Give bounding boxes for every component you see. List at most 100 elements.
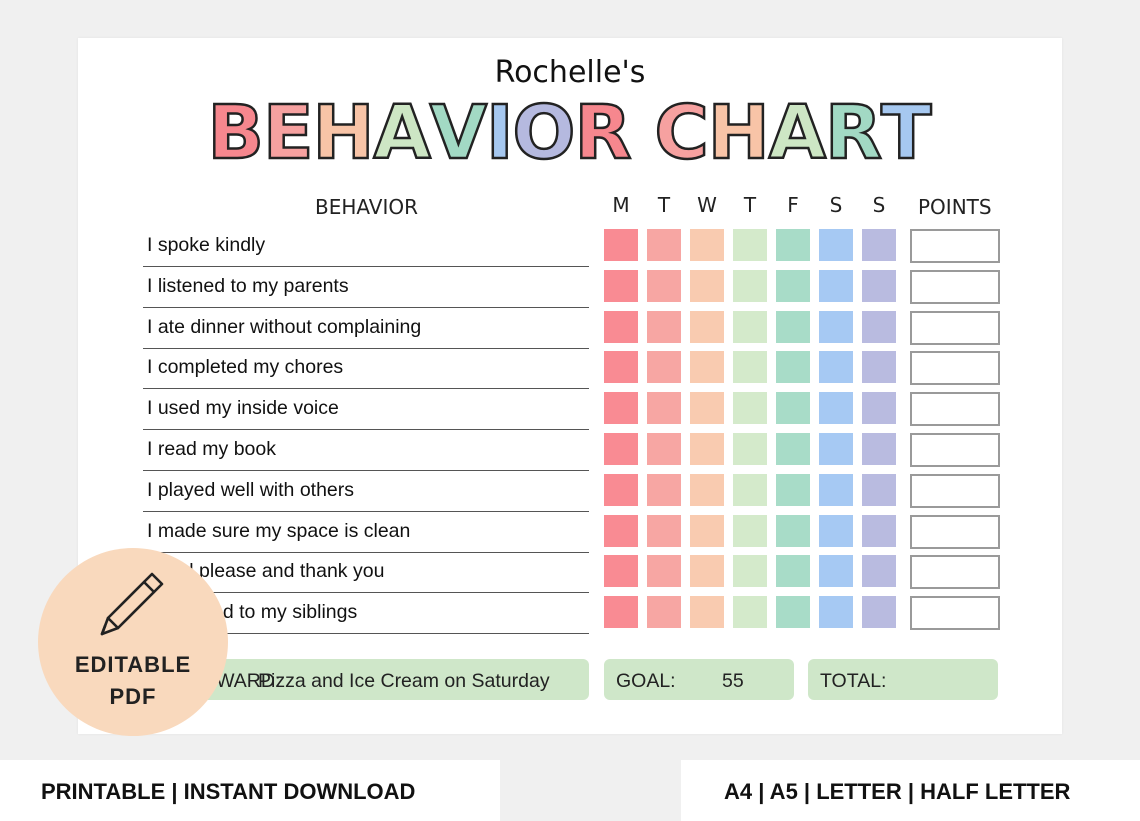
total-field[interactable]: TOTAL: [808, 659, 998, 700]
day-checkbox[interactable] [604, 269, 638, 302]
editable-pdf-badge: EDITABLE PDF [38, 548, 228, 736]
day-checkbox[interactable] [604, 596, 638, 629]
day-checkbox[interactable] [819, 229, 853, 261]
day-checkbox[interactable] [604, 392, 638, 425]
day-checkbox[interactable] [604, 514, 638, 547]
day-checkbox[interactable] [647, 269, 681, 302]
day-checkbox[interactable] [776, 473, 810, 506]
day-checkbox[interactable] [690, 310, 724, 343]
day-checkbox[interactable] [604, 433, 638, 465]
day-checkbox[interactable] [819, 514, 853, 547]
day-checkbox[interactable] [819, 473, 853, 506]
day-checkbox[interactable] [604, 229, 638, 261]
day-checkbox[interactable] [733, 596, 767, 629]
day-checkbox[interactable] [862, 351, 896, 384]
day-checkbox[interactable] [776, 392, 810, 425]
day-checkbox[interactable] [690, 433, 724, 465]
row-divider [143, 470, 589, 471]
day-checkbox[interactable] [819, 310, 853, 343]
day-header: M [612, 193, 630, 217]
day-checkbox[interactable] [647, 392, 681, 425]
points-box[interactable] [910, 229, 1000, 263]
points-box[interactable] [910, 351, 1000, 386]
day-checkbox[interactable] [647, 229, 681, 261]
day-checkbox[interactable] [647, 473, 681, 506]
day-checkbox[interactable] [733, 555, 767, 588]
day-checkbox[interactable] [862, 596, 896, 629]
title-letter [630, 96, 656, 170]
day-checkbox[interactable] [604, 473, 638, 506]
day-checkbox[interactable] [647, 596, 681, 629]
day-checkbox[interactable] [733, 310, 767, 343]
day-checkbox[interactable] [819, 433, 853, 465]
day-checkbox[interactable] [690, 392, 724, 425]
day-checkbox[interactable] [862, 473, 896, 506]
day-checkbox[interactable] [733, 514, 767, 547]
points-box[interactable] [910, 596, 1000, 631]
day-checkbox[interactable] [776, 596, 810, 629]
printable-banner-text: PRINTABLE | INSTANT DOWNLOAD [41, 779, 416, 804]
points-column-header: POINTS [918, 195, 992, 219]
points-box[interactable] [910, 433, 1000, 467]
day-checkbox[interactable] [819, 555, 853, 588]
day-checkbox[interactable] [776, 555, 810, 588]
day-checkbox[interactable] [862, 514, 896, 547]
behavior-label: I spoke kindly [147, 234, 266, 256]
day-checkbox[interactable] [690, 269, 724, 302]
day-checkbox[interactable] [647, 514, 681, 547]
day-checkbox[interactable] [647, 433, 681, 465]
day-checkbox[interactable] [733, 433, 767, 465]
day-checkbox[interactable] [862, 229, 896, 261]
day-checkbox[interactable] [776, 514, 810, 547]
day-checkbox[interactable] [647, 555, 681, 588]
day-checkbox[interactable] [862, 269, 896, 302]
sizes-banner-text: A4 | A5 | LETTER | HALF LETTER [724, 779, 1071, 804]
day-checkbox[interactable] [776, 351, 810, 384]
behavior-label: I played well with others [147, 478, 355, 501]
day-header: T [743, 193, 757, 217]
points-box[interactable] [910, 473, 1000, 508]
chart-title: BEHAVIOR CHART [0, 90, 1140, 176]
day-checkbox[interactable] [819, 596, 853, 629]
points-box[interactable] [910, 392, 1000, 427]
day-checkbox[interactable] [819, 351, 853, 384]
day-checkbox[interactable] [819, 392, 853, 425]
row-divider [143, 266, 589, 267]
day-checkbox[interactable] [733, 229, 767, 261]
day-checkbox[interactable] [776, 310, 810, 343]
day-checkbox[interactable] [733, 269, 767, 302]
day-checkbox[interactable] [776, 269, 810, 302]
badge-line-editable: EDITABLE [74, 652, 192, 677]
day-checkbox[interactable] [647, 310, 681, 343]
title-letter: V [428, 90, 488, 176]
day-checkbox[interactable] [690, 229, 724, 261]
day-checkbox[interactable] [690, 514, 724, 547]
day-checkbox[interactable] [604, 555, 638, 588]
day-checkbox[interactable] [733, 351, 767, 384]
row-divider [143, 592, 589, 594]
day-checkbox[interactable] [776, 433, 810, 465]
day-checkbox[interactable] [690, 555, 724, 588]
day-checkbox[interactable] [604, 310, 638, 343]
day-checkbox[interactable] [862, 555, 896, 588]
points-box[interactable] [910, 310, 1000, 345]
day-checkbox[interactable] [862, 310, 896, 343]
day-checkbox[interactable] [733, 392, 767, 425]
total-label: TOTAL: [820, 670, 887, 692]
day-checkbox[interactable] [819, 269, 853, 302]
title-letter: T [880, 90, 933, 176]
behavior-label: I said please and thank you [147, 560, 385, 583]
points-box[interactable] [910, 514, 1000, 549]
day-checkbox[interactable] [647, 351, 681, 384]
day-checkbox[interactable] [776, 229, 810, 261]
day-checkbox[interactable] [862, 392, 896, 425]
goal-field[interactable]: GOAL: 55 [604, 659, 794, 700]
points-box[interactable] [910, 555, 1000, 590]
points-box[interactable] [910, 269, 1000, 304]
day-checkbox[interactable] [604, 351, 638, 384]
day-checkbox[interactable] [690, 351, 724, 384]
day-checkbox[interactable] [862, 433, 896, 465]
day-checkbox[interactable] [690, 596, 724, 629]
day-checkbox[interactable] [733, 473, 767, 506]
day-checkbox[interactable] [690, 473, 724, 506]
